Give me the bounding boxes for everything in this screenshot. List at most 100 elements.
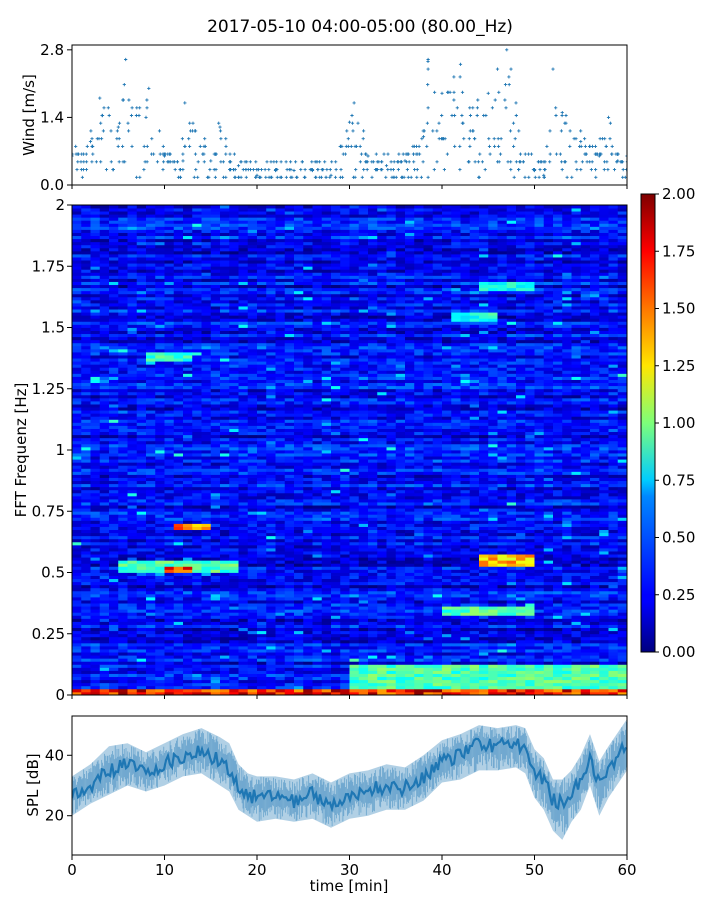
spectrogram-cell (192, 275, 202, 279)
spectrogram-cell (173, 483, 184, 488)
spectrogram-cell (118, 612, 128, 616)
spectrogram-cell (173, 214, 184, 218)
spectrogram-cell (294, 284, 304, 289)
spectrogram-cell (173, 517, 184, 521)
wind-marker (538, 168, 542, 172)
spectrogram-cell (164, 682, 175, 687)
spectrogram-cell (72, 462, 82, 466)
spectrogram-cell (127, 584, 138, 589)
spectrogram-cell (81, 541, 91, 546)
spectrogram-cell (220, 563, 230, 567)
spectrogram-cell (210, 336, 221, 341)
spectrogram-cell (257, 630, 267, 635)
spectrogram-cell (229, 348, 239, 353)
spectrogram-cell (312, 593, 323, 598)
spectrogram-cell (173, 376, 184, 380)
spectrogram-cell (192, 587, 202, 592)
spectrogram-cell (294, 563, 304, 567)
spectrogram-cell (109, 664, 119, 668)
spectrogram-cell (321, 597, 332, 601)
spectrogram-cell (210, 315, 221, 319)
spectrogram-cell (146, 606, 156, 610)
spectrogram-cell (155, 388, 165, 393)
spectrogram-cell (136, 422, 147, 426)
spectrogram-cell (146, 394, 156, 399)
spectrogram-cell (90, 205, 101, 209)
spectrogram-cell (136, 281, 147, 286)
spectrogram-cell (146, 502, 156, 506)
spectrogram-cell (312, 526, 323, 531)
spectrogram-cell (109, 312, 119, 316)
spectrogram-cell (312, 624, 323, 629)
spectrogram-cell (192, 554, 202, 558)
spectrogram-cell (229, 391, 239, 396)
wind-marker (121, 98, 125, 102)
spectrogram-cell (136, 691, 147, 696)
spectrogram-cell (155, 682, 165, 687)
spectrogram-cell (284, 425, 295, 429)
spectrogram-cell (173, 443, 184, 448)
wind-marker (589, 168, 593, 172)
spectrogram-cell (90, 312, 101, 316)
spectrogram-cell (99, 560, 110, 564)
spectrogram-cell (72, 606, 82, 610)
spectrogram-cell (229, 299, 239, 304)
spectrogram-cell (284, 566, 295, 570)
spectrogram-cell (303, 459, 313, 463)
spectrogram-cell (109, 495, 119, 500)
spectrogram-cell (312, 471, 323, 475)
spectrogram-cell (312, 557, 323, 561)
wind-marker (426, 83, 430, 87)
spectrogram-cell (146, 581, 156, 586)
spectrogram-cell (284, 440, 295, 445)
spectrogram-cell (266, 315, 276, 319)
spectrogram-cell (173, 658, 184, 662)
spectrogram-cell (266, 667, 276, 671)
spectrogram-cell (247, 529, 258, 534)
spectrogram-cell (266, 397, 276, 402)
spectrogram-cell (146, 468, 156, 472)
spectrogram-cell (303, 312, 313, 316)
spectrogram-cell (238, 609, 249, 613)
spectrogram-cell (99, 639, 110, 644)
spectrogram-cell (173, 676, 184, 681)
spectrogram-cell (72, 600, 82, 604)
spectrogram-cell (99, 385, 110, 390)
spectrogram-cell (266, 606, 276, 610)
spectrogram-cell (238, 676, 249, 681)
spectrogram-cell (229, 361, 239, 365)
spectrogram-cell (99, 232, 110, 237)
spectrogram-cell (155, 327, 165, 331)
spectrogram-cell (266, 652, 276, 656)
spectrogram-cell (247, 646, 258, 650)
spectrogram-cell (238, 226, 249, 230)
spectrogram-cell (294, 272, 304, 276)
spectrogram-cell (164, 600, 175, 604)
spectrogram-cell (146, 428, 156, 433)
spectrogram-cell (72, 621, 82, 625)
spectrogram-cell (99, 312, 110, 316)
spectrogram-cell (238, 440, 249, 445)
spectrogram-cell (127, 232, 138, 237)
spectrogram-cell (247, 303, 258, 307)
spectrogram-cell (275, 312, 286, 316)
spectrogram-cell (72, 373, 82, 377)
spectrogram-cell (136, 486, 147, 491)
spectrogram-cell (220, 345, 230, 350)
spectrogram-cell (155, 667, 165, 671)
spectrogram-cell (257, 538, 267, 543)
spectrogram-cell (266, 327, 276, 331)
spectrogram-cell (303, 468, 313, 472)
spectrogram-cell (284, 615, 295, 619)
spectrogram-cell (72, 486, 82, 491)
spectrogram-cell (257, 590, 267, 595)
spectrogram-cell (173, 548, 184, 552)
spectrogram-cell (229, 394, 239, 399)
spectrogram-cell (136, 235, 147, 240)
spectrogram-cell (146, 440, 156, 445)
spectrogram-cell (81, 658, 91, 662)
spectrogram-cell (127, 535, 138, 540)
spectrogram-cell (284, 517, 295, 521)
spectrogram-cell (192, 544, 202, 549)
spectrogram-cell (136, 661, 147, 665)
